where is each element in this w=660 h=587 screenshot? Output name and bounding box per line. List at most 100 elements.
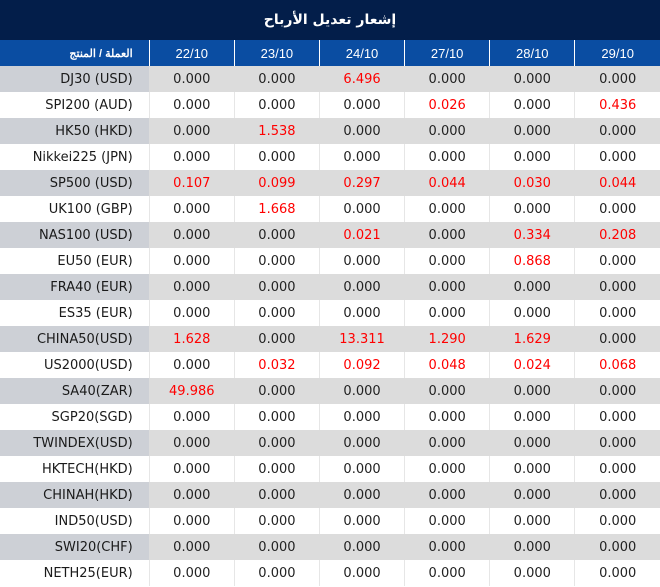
page-title: إشعار تعديل الأرباح: [0, 0, 660, 40]
dividend-value-cell: 0.000: [148, 456, 235, 482]
dividend-value-cell: 0.000: [148, 482, 235, 508]
dividend-value-cell: 0.000: [489, 404, 575, 430]
dividend-value-cell: 0.000: [489, 456, 575, 482]
dividend-value-cell: 0.000: [318, 560, 405, 586]
dividend-value-cell: 0.000: [148, 404, 235, 430]
dividend-value-cell: 0.000: [318, 404, 405, 430]
table-body: DJ30 (USD) 0.000 0.000 6.496 0.000 0.000 0.000…: [0, 66, 660, 586]
dividend-value-cell: 0.000: [574, 404, 660, 430]
table-row: CHINAH(HKD) 0.000 0.000 0.000 0.000 0.000 0.00…: [0, 482, 660, 508]
dividend-value-cell: 0.000: [148, 352, 235, 378]
table-row: SP500 (USD) 0.107 0.099 0.297 0.044 0.030 0.04…: [0, 170, 660, 196]
product-name-cell: EU50 (EUR): [0, 248, 150, 274]
dividend-value-cell: 0.000: [489, 66, 575, 92]
dividend-value-cell: 0.000: [489, 378, 575, 404]
product-name-cell: NETH25(EUR): [0, 560, 150, 586]
dividend-value-cell: 1.538: [233, 118, 320, 144]
dividend-value-cell: 0.000: [148, 560, 235, 586]
dividend-value-cell: 0.000: [233, 508, 320, 534]
dividend-value-cell: 0.000: [574, 456, 660, 482]
dividend-value-cell: 0.000: [233, 430, 320, 456]
product-name-cell: SA40(ZAR): [0, 378, 150, 404]
product-name-cell: UK100 (GBP): [0, 196, 150, 222]
dividend-value-cell: 0.000: [574, 430, 660, 456]
dividend-value-cell: 13.311: [318, 326, 405, 352]
dividend-value-cell: 0.000: [489, 92, 575, 118]
table-row: SPI200 (AUD) 0.000 0.000 0.000 0.026 0.000 0.4…: [0, 92, 660, 118]
dividend-value-cell: 0.000: [574, 144, 660, 170]
table-row: ES35 (EUR) 0.000 0.000 0.000 0.000 0.000 0.000: [0, 300, 660, 326]
table-row: Nikkei225 (JPN) 0.000 0.000 0.000 0.000 0.000…: [0, 144, 660, 170]
dividend-value-cell: 1.629: [489, 326, 575, 352]
table-row: IND50(USD) 0.000 0.000 0.000 0.000 0.000 0.000: [0, 508, 660, 534]
table-row: NETH25(EUR) 0.000 0.000 0.000 0.000 0.000 0.00…: [0, 560, 660, 586]
dividend-value-cell: 0.000: [318, 274, 405, 300]
table-row: SA40(ZAR) 49.986 0.000 0.000 0.000 0.000 0.000: [0, 378, 660, 404]
dividend-value-cell: 0.436: [574, 92, 660, 118]
product-name-cell: NAS100 (USD): [0, 222, 150, 248]
dividend-value-cell: 0.000: [148, 274, 235, 300]
dividend-value-cell: 0.000: [318, 92, 405, 118]
dividend-value-cell: 0.000: [148, 144, 235, 170]
dividend-value-cell: 6.496: [318, 66, 405, 92]
dividend-value-cell: 0.868: [489, 248, 575, 274]
product-name-cell: US2000(USD): [0, 352, 150, 378]
product-name-cell: CHINA50(USD): [0, 326, 150, 352]
table-row: UK100 (GBP) 0.000 1.668 0.000 0.000 0.000 0.00…: [0, 196, 660, 222]
product-name-cell: IND50(USD): [0, 508, 150, 534]
dividend-value-cell: 0.000: [318, 430, 405, 456]
dividend-value-cell: 1.628: [148, 326, 235, 352]
dividend-value-cell: 0.000: [233, 534, 320, 560]
dividend-value-cell: 0.000: [404, 560, 490, 586]
dividend-value-cell: 0.026: [404, 92, 490, 118]
dividend-value-cell: 0.208: [574, 222, 660, 248]
dividend-value-cell: 0.000: [404, 430, 490, 456]
dividend-value-cell: 0.000: [233, 248, 320, 274]
dividend-value-cell: 0.000: [318, 508, 405, 534]
column-header-date: 22/10: [148, 40, 235, 66]
dividend-table: العملة / المنتج 22/10 23/10 24/10 27/10 …: [0, 40, 660, 586]
dividend-value-cell: 0.000: [318, 456, 405, 482]
table-row: TWINDEX(USD) 0.000 0.000 0.000 0.000 0.000 0.0…: [0, 430, 660, 456]
dividend-value-cell: 0.000: [148, 508, 235, 534]
dividend-value-cell: 0.000: [574, 482, 660, 508]
dividend-value-cell: 0.334: [489, 222, 575, 248]
dividend-value-cell: 0.000: [404, 300, 490, 326]
product-name-cell: TWINDEX(USD): [0, 430, 150, 456]
dividend-value-cell: 0.000: [233, 92, 320, 118]
dividend-value-cell: 0.000: [233, 560, 320, 586]
dividend-value-cell: 0.000: [489, 560, 575, 586]
column-header-date: 23/10: [233, 40, 320, 66]
dividend-value-cell: 0.044: [574, 170, 660, 196]
product-name-cell: DJ30 (USD): [0, 66, 150, 92]
column-header-date: 24/10: [318, 40, 405, 66]
dividend-value-cell: 0.000: [404, 482, 490, 508]
dividend-value-cell: 0.000: [489, 430, 575, 456]
dividend-value-cell: 0.000: [318, 248, 405, 274]
dividend-value-cell: 0.297: [318, 170, 405, 196]
table-row: EU50 (EUR) 0.000 0.000 0.000 0.000 0.868 0.000: [0, 248, 660, 274]
dividend-value-cell: 0.000: [574, 534, 660, 560]
dividend-value-cell: 0.000: [574, 378, 660, 404]
column-header-product: العملة / المنتج: [0, 40, 150, 66]
dividend-value-cell: 0.000: [148, 196, 235, 222]
dividend-value-cell: 0.000: [233, 326, 320, 352]
dividend-value-cell: 0.000: [233, 144, 320, 170]
table-row: SGP20(SGD) 0.000 0.000 0.000 0.000 0.000 0.000: [0, 404, 660, 430]
dividend-value-cell: 0.000: [574, 560, 660, 586]
dividend-value-cell: 0.000: [404, 274, 490, 300]
dividend-value-cell: 0.044: [404, 170, 490, 196]
dividend-value-cell: 0.000: [404, 222, 490, 248]
dividend-value-cell: 0.000: [404, 456, 490, 482]
product-name-cell: FRA40 (EUR): [0, 274, 150, 300]
dividend-value-cell: 0.000: [404, 118, 490, 144]
dividend-value-cell: 0.000: [489, 196, 575, 222]
dividend-value-cell: 0.000: [574, 326, 660, 352]
product-name-cell: HK50 (HKD): [0, 118, 150, 144]
dividend-value-cell: 0.000: [574, 274, 660, 300]
dividend-value-cell: 0.000: [318, 196, 405, 222]
dividend-value-cell: 49.986: [148, 378, 235, 404]
dividend-value-cell: 0.000: [574, 196, 660, 222]
table-row: FRA40 (EUR) 0.000 0.000 0.000 0.000 0.000 0.00…: [0, 274, 660, 300]
